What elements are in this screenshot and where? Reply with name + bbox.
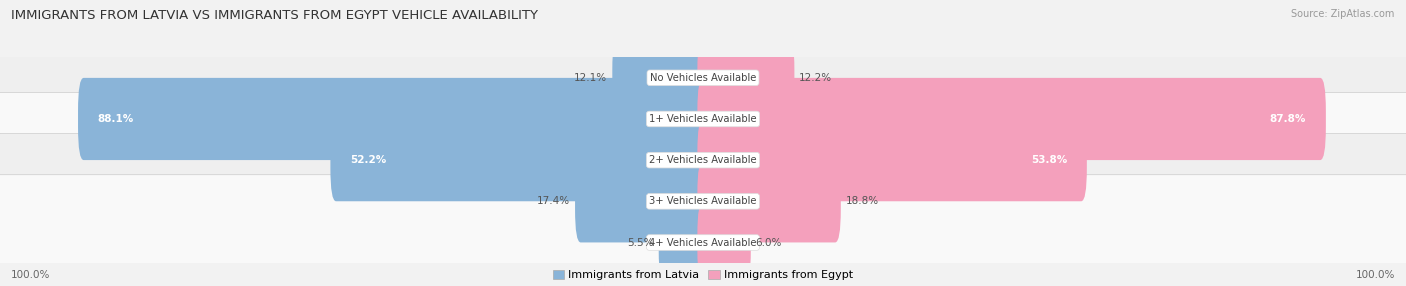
Text: 6.0%: 6.0% (756, 238, 782, 247)
FancyBboxPatch shape (658, 201, 709, 284)
Text: No Vehicles Available: No Vehicles Available (650, 73, 756, 83)
Text: 100.0%: 100.0% (11, 270, 51, 279)
FancyBboxPatch shape (0, 92, 1406, 228)
FancyBboxPatch shape (575, 160, 709, 243)
FancyBboxPatch shape (697, 160, 841, 243)
Text: 1+ Vehicles Available: 1+ Vehicles Available (650, 114, 756, 124)
Text: 12.2%: 12.2% (799, 73, 832, 83)
Text: 4+ Vehicles Available: 4+ Vehicles Available (650, 238, 756, 247)
FancyBboxPatch shape (0, 51, 1406, 187)
FancyBboxPatch shape (697, 201, 751, 284)
Text: 52.2%: 52.2% (350, 155, 387, 165)
FancyBboxPatch shape (330, 119, 709, 201)
Text: 5.5%: 5.5% (627, 238, 654, 247)
Legend: Immigrants from Latvia, Immigrants from Egypt: Immigrants from Latvia, Immigrants from … (553, 270, 853, 281)
FancyBboxPatch shape (0, 10, 1406, 146)
Text: 17.4%: 17.4% (537, 196, 571, 206)
Text: Source: ZipAtlas.com: Source: ZipAtlas.com (1291, 9, 1395, 19)
Text: 87.8%: 87.8% (1270, 114, 1306, 124)
FancyBboxPatch shape (613, 37, 709, 119)
FancyBboxPatch shape (697, 78, 1326, 160)
FancyBboxPatch shape (697, 119, 1087, 201)
Text: IMMIGRANTS FROM LATVIA VS IMMIGRANTS FROM EGYPT VEHICLE AVAILABILITY: IMMIGRANTS FROM LATVIA VS IMMIGRANTS FRO… (11, 9, 538, 21)
Text: 12.1%: 12.1% (574, 73, 607, 83)
FancyBboxPatch shape (79, 78, 709, 160)
Text: 88.1%: 88.1% (97, 114, 134, 124)
FancyBboxPatch shape (0, 175, 1406, 286)
Text: 53.8%: 53.8% (1031, 155, 1067, 165)
Text: 100.0%: 100.0% (1355, 270, 1395, 279)
Text: 3+ Vehicles Available: 3+ Vehicles Available (650, 196, 756, 206)
FancyBboxPatch shape (0, 134, 1406, 269)
Text: 2+ Vehicles Available: 2+ Vehicles Available (650, 155, 756, 165)
FancyBboxPatch shape (697, 37, 794, 119)
Text: 18.8%: 18.8% (846, 196, 879, 206)
